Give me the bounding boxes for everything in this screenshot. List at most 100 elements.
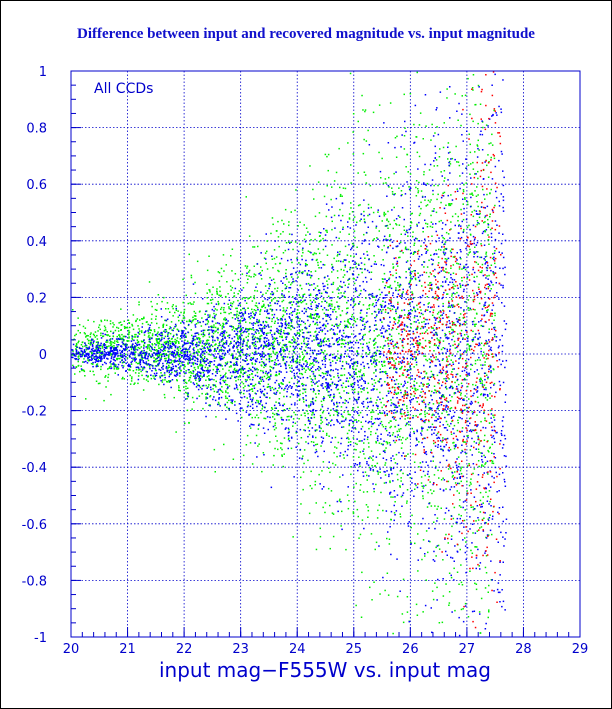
data-point	[142, 340, 144, 343]
data-point	[211, 345, 214, 348]
data-point	[375, 402, 377, 404]
data-point	[343, 457, 345, 459]
data-point	[125, 326, 127, 329]
data-point	[255, 302, 258, 304]
data-point	[395, 223, 397, 225]
data-point	[331, 324, 333, 326]
data-point	[380, 264, 383, 266]
data-point	[103, 329, 106, 332]
data-point	[478, 378, 481, 381]
data-point	[124, 349, 126, 352]
data-point	[343, 343, 345, 345]
data-point	[148, 281, 151, 283]
data-point	[298, 305, 300, 308]
data-point	[401, 408, 403, 410]
data-point	[424, 94, 427, 96]
data-point	[427, 303, 429, 305]
data-point	[472, 337, 475, 339]
data-point	[84, 375, 86, 377]
data-point	[474, 362, 477, 365]
data-point	[361, 94, 363, 97]
data-point	[253, 265, 255, 267]
data-point	[260, 278, 263, 280]
data-point	[383, 482, 386, 484]
data-point	[398, 242, 401, 245]
data-point	[502, 256, 505, 259]
data-point	[459, 286, 462, 288]
data-point	[198, 380, 200, 382]
data-point	[165, 330, 168, 333]
data-point	[359, 285, 361, 287]
data-point	[418, 205, 420, 208]
data-point	[321, 470, 323, 472]
data-point	[427, 284, 430, 286]
data-point	[487, 234, 489, 236]
data-point	[193, 362, 195, 364]
data-point	[321, 412, 324, 414]
data-point	[389, 352, 391, 354]
data-point	[353, 298, 355, 301]
data-point	[491, 144, 494, 146]
data-point	[466, 465, 469, 467]
data-point	[120, 338, 123, 341]
data-point	[297, 302, 299, 304]
data-point	[243, 330, 246, 332]
data-point	[480, 350, 482, 353]
data-point	[387, 227, 389, 229]
data-point	[189, 351, 191, 353]
data-point	[468, 295, 470, 297]
data-point	[390, 299, 392, 301]
data-point	[283, 223, 285, 225]
data-point	[336, 359, 338, 361]
data-point	[459, 499, 461, 501]
data-point	[327, 387, 329, 389]
data-point	[277, 331, 279, 333]
data-point	[485, 251, 488, 254]
data-point	[248, 275, 250, 277]
data-point	[260, 380, 262, 382]
data-point	[379, 303, 382, 306]
data-point	[304, 391, 307, 393]
data-point	[318, 345, 320, 347]
data-point	[118, 338, 120, 341]
data-point	[359, 268, 362, 270]
data-point	[331, 244, 333, 246]
data-point	[451, 525, 453, 528]
data-point	[441, 359, 444, 361]
data-point	[443, 378, 445, 380]
data-point	[131, 334, 133, 337]
data-point	[281, 442, 283, 445]
data-point	[308, 315, 310, 318]
data-point	[202, 407, 204, 410]
data-point	[300, 476, 302, 479]
data-point	[339, 357, 342, 360]
data-point	[262, 321, 264, 324]
data-point	[442, 394, 445, 396]
data-point	[429, 201, 431, 203]
data-point	[373, 338, 376, 341]
data-point	[272, 464, 274, 466]
data-point	[368, 446, 370, 448]
data-point	[339, 314, 342, 317]
data-point	[385, 429, 388, 432]
data-point	[226, 397, 229, 400]
data-point	[412, 343, 414, 346]
data-point	[487, 223, 489, 225]
data-point	[479, 103, 482, 105]
data-point	[299, 334, 301, 336]
data-point	[163, 393, 166, 396]
data-point	[402, 291, 404, 293]
data-point	[217, 271, 220, 273]
data-point	[320, 400, 323, 403]
data-point	[321, 372, 324, 374]
data-point	[359, 257, 362, 259]
data-point	[304, 322, 306, 325]
data-point	[416, 382, 418, 384]
data-point	[481, 121, 484, 123]
data-point	[307, 442, 310, 445]
data-point	[157, 360, 159, 362]
data-point	[94, 331, 97, 333]
data-point	[356, 464, 358, 466]
data-point	[331, 291, 334, 293]
data-point	[190, 372, 193, 374]
